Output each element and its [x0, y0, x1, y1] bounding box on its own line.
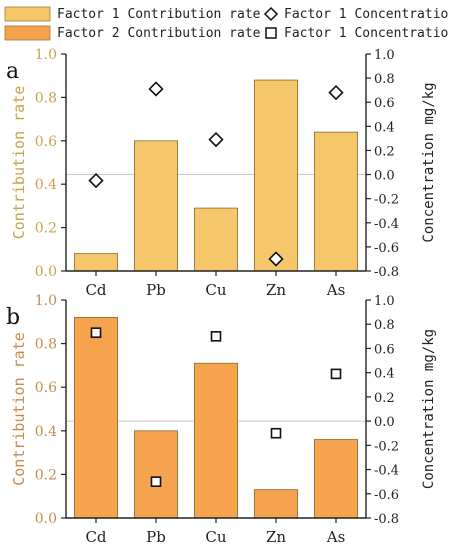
legend-label: Factor 2 Contribution rate: [57, 26, 261, 41]
legend-label: Factor 1 Concentration: [284, 26, 449, 41]
left-tick-label: 0.2: [35, 467, 57, 483]
concentration-marker-Cd: [90, 327, 102, 339]
right-tick-label: 0.0: [374, 169, 395, 184]
concentration-marker-Zn: [270, 427, 282, 439]
left-tick-label: 0.6: [35, 380, 57, 396]
x-tick-label-Zn: Zn: [266, 528, 286, 546]
right-tick-label: 0.4: [374, 120, 395, 135]
x-tick-label-Pb: Pb: [146, 528, 166, 546]
right-tick-label: -0.8: [374, 265, 399, 280]
right-tick-label: -0.8: [374, 512, 399, 527]
right-tick-label: 0.4: [374, 367, 395, 382]
legend-label: Factor 1 Concentration: [284, 7, 449, 22]
bar-Cd: [74, 317, 119, 519]
x-tick-label-As: As: [326, 281, 346, 299]
right-tick-label: 1.0: [374, 48, 395, 63]
right-tick-label: -0.4: [374, 464, 399, 479]
left-tick-label: 1.0: [35, 293, 57, 309]
right-tick-label: -0.6: [374, 488, 399, 503]
left-tick-label: 0.8: [35, 90, 57, 106]
panel-label: b: [6, 305, 20, 330]
x-tick-label-Pb: Pb: [146, 281, 166, 299]
right-tick-label: -0.2: [374, 193, 399, 208]
bar-Pb: [133, 140, 178, 272]
left-tick-label: 0.0: [35, 264, 57, 280]
left-tick-label: 0.2: [35, 221, 57, 237]
panel-label: a: [6, 59, 19, 84]
x-tick-label-Cd: Cd: [85, 528, 106, 546]
concentration-marker-As: [330, 368, 342, 380]
concentration-marker-Pb: [148, 81, 164, 97]
bar-As: [313, 439, 358, 519]
concentration-marker-Zn: [268, 251, 284, 267]
x-tick-label-As: As: [326, 528, 346, 546]
x-tick-label-Cu: Cu: [205, 528, 226, 546]
right-tick-label: 0.8: [374, 72, 395, 87]
bar-Cd: [74, 253, 119, 272]
bar-As: [313, 131, 358, 272]
right-tick-label: 0.2: [374, 391, 395, 406]
bar-Cu: [193, 362, 238, 519]
left-tick-label: 1.0: [35, 47, 57, 63]
x-tick-label-Cd: Cd: [85, 281, 106, 299]
legend-label: Factor 1 Contribution rate: [57, 7, 261, 22]
left-tick-label: 0.0: [35, 511, 57, 527]
right-tick-label: 0.6: [374, 96, 395, 111]
legend: Factor 1 Contribution rate Factor 1 Conce…: [4, 6, 449, 41]
bar-Cu: [193, 207, 238, 272]
legend-marker: [265, 27, 277, 39]
chart-panel-b: 0.0 0.2 0.4 0.6 0.8 1.0 -0.8 -0.6 -0.4 -0.2 0.0 0.2…: [6, 293, 437, 546]
right-tick-label: 0.6: [374, 342, 395, 357]
y2-axis-title: Concentration mg/kg: [421, 82, 437, 242]
concentration-marker-Cu: [208, 131, 224, 148]
right-tick-label: 0.2: [374, 144, 395, 159]
bar-Zn: [253, 79, 298, 272]
right-tick-label: -0.6: [374, 241, 399, 256]
x-tick-label-Cu: Cu: [205, 281, 226, 299]
concentration-marker-Pb: [150, 476, 162, 487]
left-tick-label: 0.4: [35, 424, 57, 440]
bar-Pb: [133, 430, 178, 519]
x-tick-label-Zn: Zn: [266, 281, 286, 299]
concentration-marker-Cu: [210, 331, 222, 342]
concentration-marker-As: [328, 84, 344, 101]
legend-marker: [263, 6, 279, 22]
y2-axis-title: Concentration mg/kg: [421, 329, 437, 489]
right-tick-label: 1.0: [374, 294, 395, 309]
bar-Zn: [253, 489, 298, 519]
left-tick-label: 0.8: [35, 337, 57, 353]
chart-panel-a: 0.0 0.2 0.4 0.6 0.8 1.0 -0.8 -0.6 -0.4 -0.2 0.0 0.2…: [6, 47, 437, 299]
concentration-marker-Cd: [88, 172, 104, 189]
legend-swatch: [4, 25, 51, 41]
left-tick-label: 0.6: [35, 134, 57, 150]
right-tick-label: 0.8: [374, 318, 395, 333]
legend-swatch: [4, 6, 51, 22]
right-tick-label: 0.0: [374, 415, 395, 430]
y-axis-title: Contribution rate: [10, 332, 28, 486]
right-tick-label: -0.2: [374, 439, 399, 454]
left-tick-label: 0.4: [35, 177, 57, 193]
right-tick-label: -0.4: [374, 217, 399, 232]
y-axis-title: Contribution rate: [10, 86, 28, 240]
